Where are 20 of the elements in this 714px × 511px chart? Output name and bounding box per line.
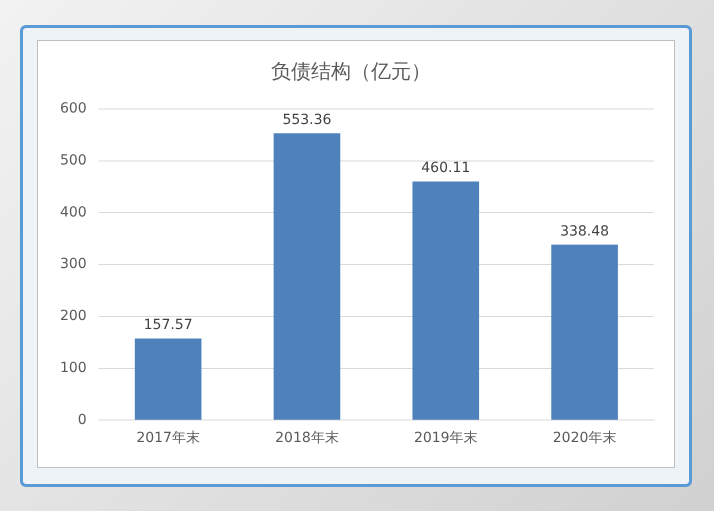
- bar: [134, 338, 202, 420]
- data-label: 338.48: [560, 223, 610, 240]
- y-tick-label: 500: [60, 152, 87, 169]
- y-tick-label: 0: [78, 412, 87, 428]
- x-tick-label: 2020年末: [552, 430, 616, 446]
- y-tick-label: 100: [60, 360, 87, 376]
- chart-title: 负债结构（亿元）: [271, 59, 431, 84]
- x-tick-label: 2017年末: [136, 430, 200, 446]
- data-label: 157.57: [144, 317, 193, 334]
- x-tick-label: 2019年末: [414, 430, 478, 446]
- data-label: 553.36: [282, 112, 332, 128]
- bar: [551, 244, 618, 420]
- x-tick-label: 2018年末: [275, 430, 339, 446]
- data-label: 460.11: [421, 160, 470, 176]
- y-tick-label: 600: [60, 100, 87, 117]
- y-tick-label: 200: [60, 308, 87, 324]
- bar: [412, 182, 480, 420]
- y-tick-label: 300: [60, 256, 87, 272]
- bar: [274, 133, 340, 420]
- y-tick-label: 400: [60, 204, 87, 220]
